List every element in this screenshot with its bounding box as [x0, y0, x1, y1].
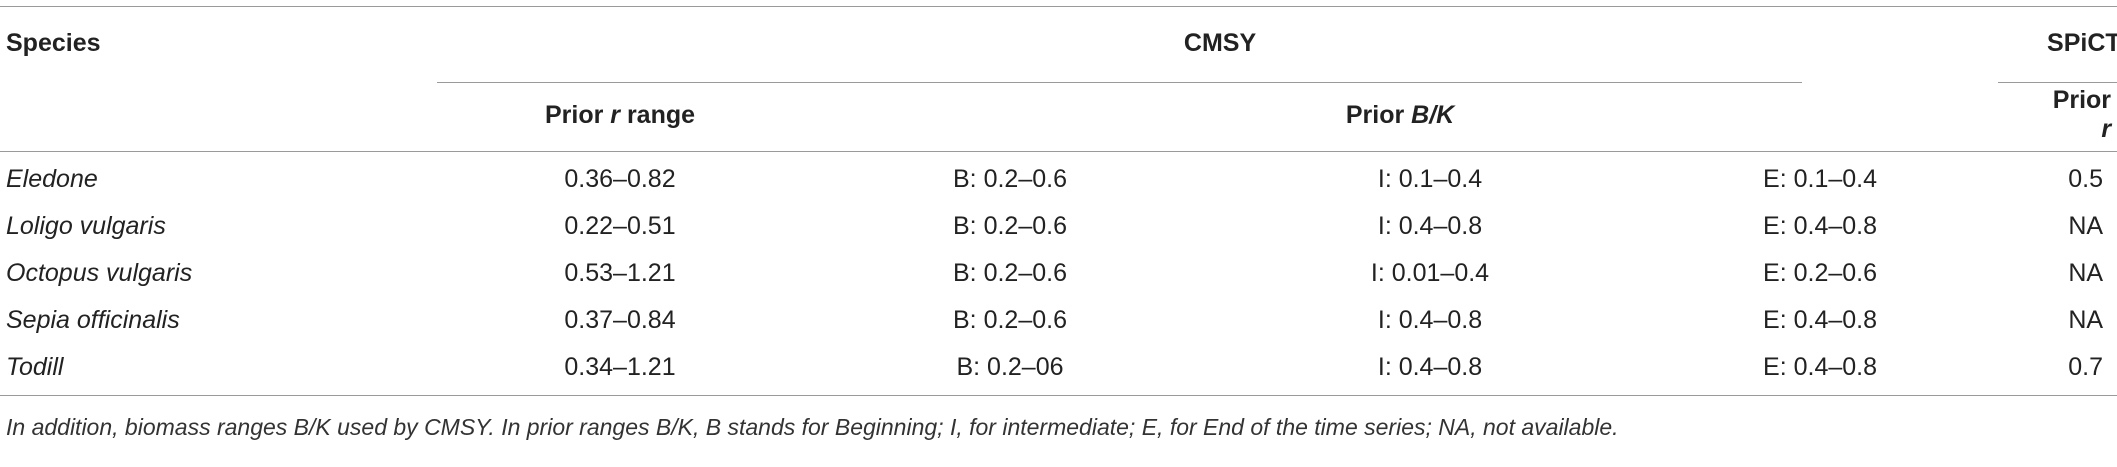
gap-cell	[2000, 344, 2048, 396]
i-cell: I: 0.1–0.4	[1220, 151, 1640, 203]
spict-r-cell: NA	[2068, 259, 2104, 287]
table-row: Sepia officinalis 0.37–0.84 B: 0.2–0.6 I…	[0, 297, 2117, 344]
e-cell: E: 0.4–0.8	[1640, 344, 2001, 396]
gap-cell	[2000, 250, 2047, 297]
header-cmsy: CMSY	[440, 6, 2001, 79]
species-cell: Sepia officinalis	[6, 306, 180, 334]
b-cell: B: 0.2–0.6	[953, 259, 1067, 287]
spict-group-rule	[1998, 82, 2117, 83]
i-cell: I: 0.4–0.8	[1377, 306, 1483, 334]
e-cell: E: 0.1–0.4	[1640, 151, 2001, 203]
priors-table: Species CMSY SPiCT Prior r range Prior B…	[0, 6, 2117, 396]
species-cell: Loligo vulgaris	[6, 212, 166, 240]
e-cell: E: 0.4–0.8	[1763, 212, 1878, 240]
header-species: Species	[0, 6, 440, 79]
spict-r-cell: NA	[2068, 212, 2104, 240]
gap-cell	[2000, 151, 2048, 203]
header-spict: SPiCT	[2047, 6, 2117, 79]
r-range-cell: 0.37–0.84	[564, 306, 676, 334]
i-cell: I: 0.4–0.8	[1377, 212, 1483, 240]
table-row: Octopus vulgaris 0.53–1.21 B: 0.2–0.6 I:…	[0, 250, 2117, 297]
spict-r-cell: 0.5	[2047, 151, 2117, 203]
header-row-1: Species CMSY SPiCT	[0, 6, 2117, 79]
b-cell: B: 0.2–06	[800, 344, 1220, 396]
b-cell: B: 0.2–0.6	[953, 306, 1067, 334]
cmsy-group-rule	[437, 82, 1802, 83]
e-cell: E: 0.2–0.6	[1763, 259, 1878, 287]
subheader-gap	[2000, 79, 2047, 152]
e-cell: E: 0.4–0.8	[1763, 306, 1878, 334]
table-footnote: In addition, biomass ranges B/K used by …	[6, 414, 1619, 440]
species-cell: Octopus vulgaris	[6, 259, 193, 287]
subheader-prior-bk: Prior B/K	[1345, 100, 1455, 129]
species-cell: Eledone	[0, 151, 440, 203]
subheader-species-empty	[0, 79, 440, 152]
b-cell: B: 0.2–0.6	[953, 212, 1067, 240]
spict-r-cell: NA	[2068, 306, 2104, 334]
r-range-cell: 0.36–0.82	[440, 151, 800, 203]
b-cell: B: 0.2–0.6	[800, 151, 1220, 203]
header-gap	[2000, 6, 2048, 79]
r-range-cell: 0.22–0.51	[564, 212, 676, 240]
header-row-2: Prior r range Prior B/K Prior r	[0, 79, 2117, 152]
r-range-cell: 0.34–1.21	[440, 344, 800, 396]
subheader-prior-r-range: Prior r range	[544, 100, 696, 129]
i-cell: I: 0.01–0.4	[1370, 259, 1490, 287]
table-row: Todill 0.34–1.21 B: 0.2–06 I: 0.4–0.8 E:…	[0, 344, 2117, 396]
table-row: Eledone 0.36–0.82 B: 0.2–0.6 I: 0.1–0.4 …	[0, 151, 2117, 203]
r-range-cell: 0.53–1.21	[564, 259, 676, 287]
i-cell: I: 0.4–0.8	[1220, 344, 1640, 396]
species-cell: Todill	[0, 344, 440, 396]
spict-r-cell: 0.7	[2047, 344, 2117, 396]
subheader-prior-r: Prior r	[2052, 86, 2112, 143]
table-row: Loligo vulgaris 0.22–0.51 B: 0.2–0.6 I: …	[0, 203, 2117, 250]
gap-cell	[2000, 203, 2047, 250]
gap-cell	[2000, 297, 2047, 344]
